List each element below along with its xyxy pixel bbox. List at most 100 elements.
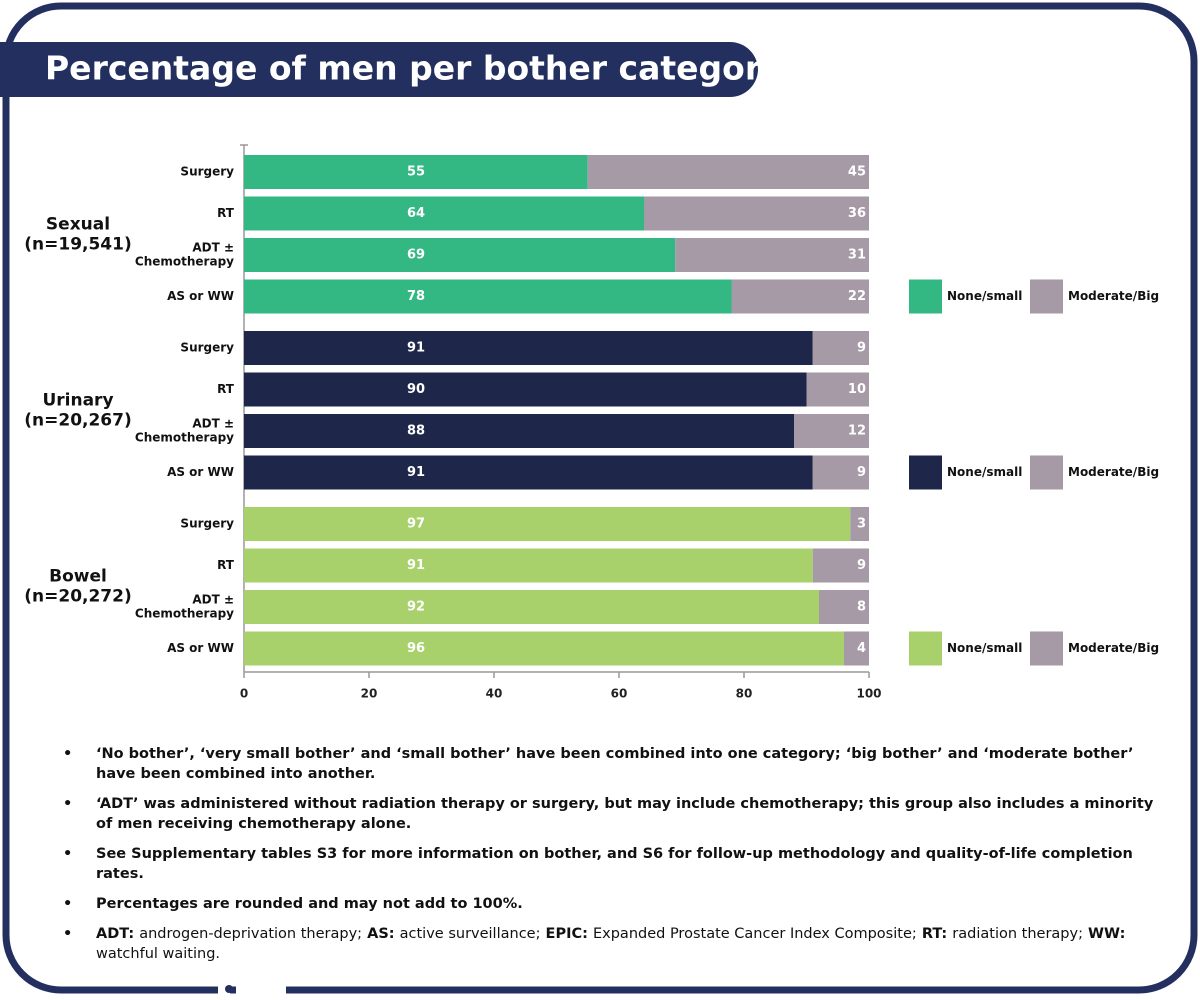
- chart-title: Percentage of men per bother category: [45, 49, 783, 88]
- category-label: ADT ±: [192, 593, 234, 607]
- category-label: AS or WW: [167, 289, 234, 303]
- category-label: Surgery: [180, 341, 234, 355]
- x-tick-label: 100: [856, 687, 881, 701]
- legend-swatch: [1030, 631, 1063, 666]
- note: See Supplementary tables S3 for more inf…: [60, 844, 1160, 884]
- value-label: 9: [857, 558, 866, 573]
- value-label: 97: [407, 517, 425, 532]
- bar: [644, 196, 869, 231]
- abbreviation-definition: radiation therapy;: [952, 926, 1083, 942]
- abbreviation-term: AS:: [367, 926, 395, 942]
- group-label: Urinary: [42, 390, 113, 410]
- notes: ‘No bother’, ‘very small bother’ and ‘sm…: [60, 744, 1160, 974]
- abbreviation-term: EPIC:: [545, 926, 588, 942]
- group-label: Sexual: [46, 214, 110, 234]
- category-label: Surgery: [180, 165, 234, 179]
- value-label: 10: [848, 382, 866, 397]
- abbreviations: ADT: androgen-deprivation therapy; AS: a…: [60, 924, 1160, 964]
- value-label: 22: [848, 289, 866, 304]
- bar: [244, 548, 813, 583]
- value-label: 8: [857, 600, 866, 615]
- category-label: RT: [217, 382, 235, 396]
- legend-label: Moderate/Big: [1068, 289, 1159, 303]
- bar: [587, 155, 869, 189]
- bar: [244, 507, 851, 541]
- legend-swatch: [909, 631, 942, 666]
- bar: [812, 548, 869, 583]
- value-label: 4: [857, 641, 866, 656]
- bar: [244, 414, 794, 448]
- legend-swatch: [1030, 279, 1063, 314]
- bar: [812, 331, 869, 365]
- note: Percentages are rounded and may not add …: [60, 894, 1160, 914]
- category-label: RT: [217, 558, 235, 572]
- bar: [850, 507, 869, 541]
- x-tick-label: 80: [736, 687, 753, 701]
- bar: [244, 155, 588, 189]
- value-label: 31: [848, 248, 866, 263]
- frame-gap: [218, 980, 230, 1000]
- abbreviation-term: ADT:: [96, 926, 135, 942]
- bar: [794, 414, 869, 448]
- bar: [819, 590, 869, 624]
- legend-label: None/small: [947, 465, 1022, 479]
- title-banner: [0, 42, 758, 98]
- bar: [244, 279, 732, 314]
- abbreviation-definition: watchful waiting.: [96, 946, 221, 962]
- category-label: Surgery: [180, 517, 234, 531]
- value-label: 3: [857, 517, 866, 532]
- value-label: 92: [407, 600, 425, 615]
- note: ‘ADT’ was administered without radiation…: [60, 794, 1160, 834]
- value-label: 9: [857, 341, 866, 356]
- x-tick-label: 40: [486, 687, 503, 701]
- bar: [731, 279, 869, 314]
- x-tick-label: 20: [361, 687, 378, 701]
- value-label: 45: [848, 165, 866, 180]
- legend-label: Moderate/Big: [1068, 465, 1159, 479]
- bar: [244, 196, 644, 231]
- category-label: ADT ±: [192, 417, 234, 431]
- bar: [244, 331, 813, 365]
- legend-swatch: [1030, 455, 1063, 490]
- value-label: 91: [407, 465, 425, 480]
- x-tick-label: 60: [611, 687, 628, 701]
- category-label: Chemotherapy: [135, 431, 234, 445]
- bar: [244, 372, 807, 407]
- frame-gap: [236, 980, 286, 1000]
- note: ‘No bother’, ‘very small bother’ and ‘sm…: [60, 744, 1160, 784]
- bar: [244, 455, 813, 490]
- legend-label: Moderate/Big: [1068, 641, 1159, 655]
- value-label: 88: [407, 424, 425, 439]
- abbreviation-definition: active surveillance;: [399, 926, 541, 942]
- group-label: Bowel: [49, 566, 107, 586]
- category-label: AS or WW: [167, 641, 234, 655]
- category-label: RT: [217, 206, 235, 220]
- bar: [244, 238, 676, 272]
- value-label: 90: [407, 382, 425, 397]
- group-n: (n=20,267): [24, 410, 132, 430]
- value-label: 91: [407, 558, 425, 573]
- value-label: 36: [848, 206, 866, 221]
- abbreviation-definition: androgen-deprivation therapy;: [139, 926, 363, 942]
- value-label: 91: [407, 341, 425, 356]
- bar: [806, 372, 869, 407]
- abbreviation-term: RT:: [921, 926, 948, 942]
- value-label: 69: [407, 248, 425, 263]
- category-label: ADT ±: [192, 241, 234, 255]
- value-label: 78: [407, 289, 425, 304]
- x-tick-label: 0: [240, 687, 248, 701]
- bar: [812, 455, 869, 490]
- abbreviation-term: WW:: [1088, 926, 1126, 942]
- group-n: (n=20,272): [24, 586, 132, 606]
- legend-label: None/small: [947, 641, 1022, 655]
- legend-label: None/small: [947, 289, 1022, 303]
- bar: [675, 238, 869, 272]
- legend-swatch: [909, 455, 942, 490]
- bar: [244, 590, 819, 624]
- abbreviation-definition: Expanded Prostate Cancer Index Composite…: [592, 926, 917, 942]
- value-label: 55: [407, 165, 425, 180]
- bar: [844, 631, 869, 666]
